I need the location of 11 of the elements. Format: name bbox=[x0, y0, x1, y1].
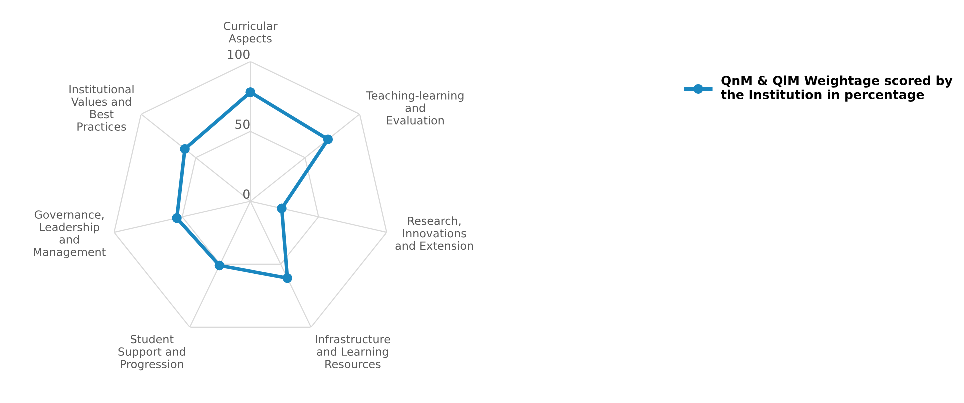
spoke-label: Curricular Aspects bbox=[224, 22, 278, 45]
y-tick-label: 0 bbox=[244, 190, 250, 200]
spoke-label: Teaching-learning and Evaluation bbox=[366, 91, 464, 125]
spoke-label: Student Support and Progression bbox=[118, 334, 186, 371]
y-tick-label: 50 bbox=[236, 120, 250, 130]
spoke-label: Institutional Values and Best Practices bbox=[70, 85, 134, 132]
spoke-label: Research, Innovations and Extension bbox=[396, 216, 474, 250]
spoke-label: Infrastructure and Learning Resources bbox=[316, 334, 390, 368]
y-tick-label: 100 bbox=[228, 50, 250, 60]
legend-label: QnM & QlM Weightage scored by the Institution in percentage bbox=[721, 76, 953, 102]
spoke-label: Governance, Leadership and Management bbox=[34, 210, 106, 259]
